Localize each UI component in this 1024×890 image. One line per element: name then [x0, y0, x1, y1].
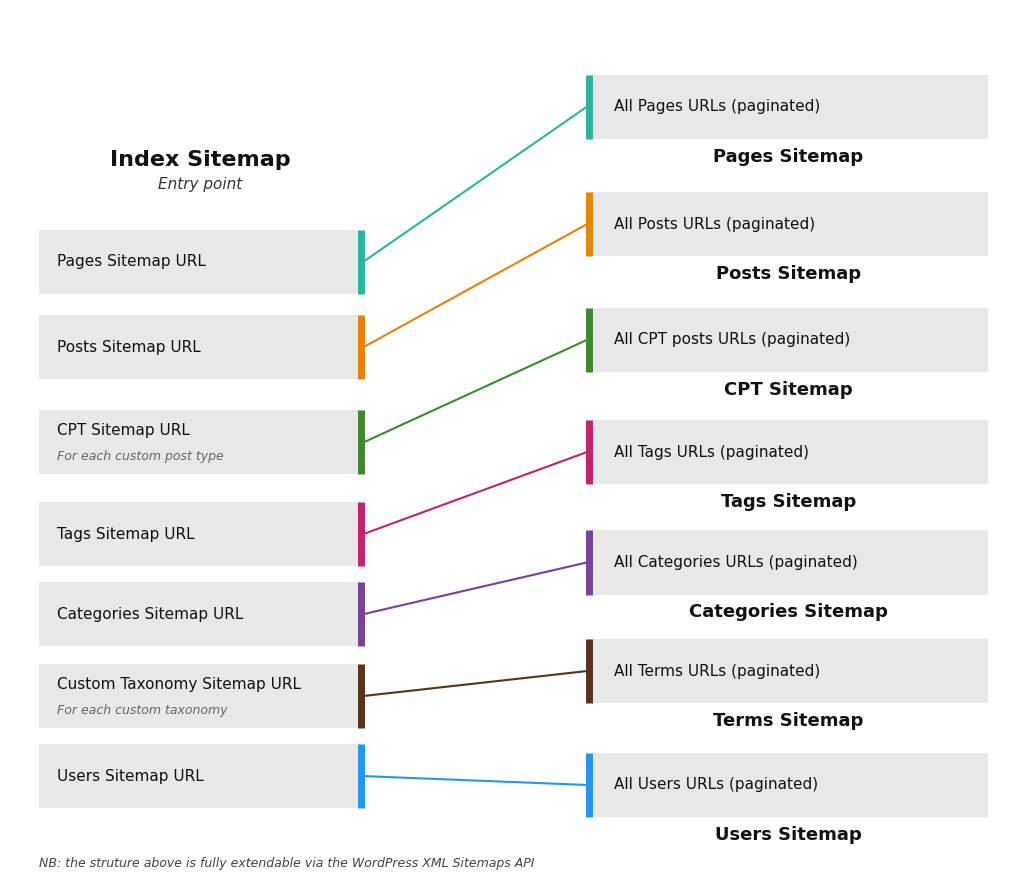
Text: All Posts URLs (paginated): All Posts URLs (paginated) — [614, 217, 815, 231]
Text: Users Sitemap URL: Users Sitemap URL — [57, 769, 204, 783]
Text: Posts Sitemap: Posts Sitemap — [716, 265, 861, 283]
FancyBboxPatch shape — [589, 753, 988, 817]
Text: Index Sitemap: Index Sitemap — [110, 150, 291, 170]
FancyBboxPatch shape — [39, 582, 361, 646]
Text: Pages Sitemap: Pages Sitemap — [714, 148, 863, 166]
Text: Tags Sitemap: Tags Sitemap — [721, 493, 856, 511]
Text: Posts Sitemap URL: Posts Sitemap URL — [57, 340, 201, 354]
Text: All Pages URLs (paginated): All Pages URLs (paginated) — [614, 100, 820, 114]
Text: For each custom post type: For each custom post type — [57, 450, 224, 463]
Text: Users Sitemap: Users Sitemap — [715, 826, 862, 844]
FancyBboxPatch shape — [589, 420, 988, 484]
Text: All CPT posts URLs (paginated): All CPT posts URLs (paginated) — [614, 333, 851, 347]
Text: All Users URLs (paginated): All Users URLs (paginated) — [614, 778, 818, 792]
Text: Entry point: Entry point — [158, 177, 243, 191]
Text: Categories Sitemap URL: Categories Sitemap URL — [57, 607, 244, 621]
FancyBboxPatch shape — [589, 530, 988, 595]
FancyBboxPatch shape — [589, 75, 988, 139]
Text: All Tags URLs (paginated): All Tags URLs (paginated) — [614, 445, 809, 459]
FancyBboxPatch shape — [39, 410, 361, 474]
FancyBboxPatch shape — [39, 502, 361, 566]
FancyBboxPatch shape — [39, 744, 361, 808]
FancyBboxPatch shape — [39, 230, 361, 294]
Text: CPT Sitemap URL: CPT Sitemap URL — [57, 424, 190, 438]
FancyBboxPatch shape — [589, 639, 988, 703]
FancyBboxPatch shape — [39, 315, 361, 379]
Text: CPT Sitemap: CPT Sitemap — [724, 381, 853, 399]
Text: Categories Sitemap: Categories Sitemap — [689, 603, 888, 621]
Text: Tags Sitemap URL: Tags Sitemap URL — [57, 527, 195, 541]
Text: Pages Sitemap URL: Pages Sitemap URL — [57, 255, 206, 269]
Text: Terms Sitemap: Terms Sitemap — [714, 712, 863, 730]
Text: NB: the struture above is fully extendable via the WordPress XML Sitemaps API: NB: the struture above is fully extendab… — [39, 857, 535, 870]
FancyBboxPatch shape — [589, 308, 988, 372]
Text: For each custom taxonomy: For each custom taxonomy — [57, 704, 228, 716]
Text: Custom Taxonomy Sitemap URL: Custom Taxonomy Sitemap URL — [57, 677, 301, 692]
FancyBboxPatch shape — [589, 192, 988, 256]
Text: All Terms URLs (paginated): All Terms URLs (paginated) — [614, 664, 820, 678]
Text: All Categories URLs (paginated): All Categories URLs (paginated) — [614, 555, 858, 570]
FancyBboxPatch shape — [39, 664, 361, 728]
